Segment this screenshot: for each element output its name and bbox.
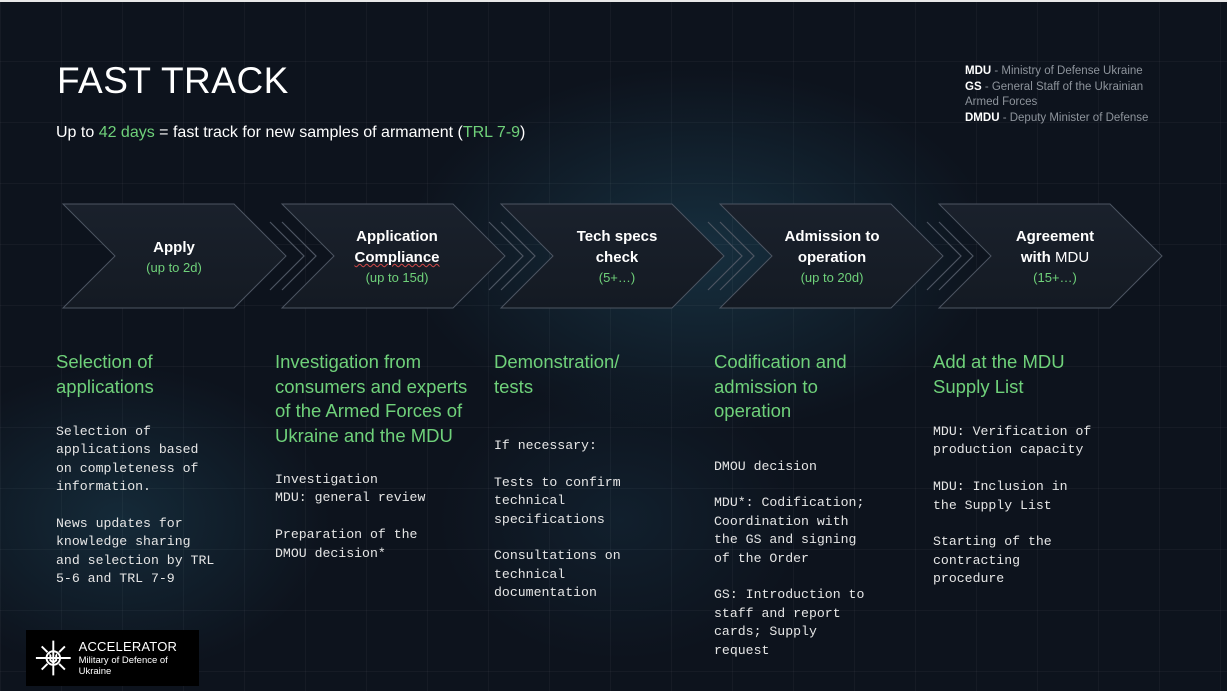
step-title: Application: [356, 228, 438, 245]
chevron-step-2: [280, 203, 506, 309]
subtitle-prefix: Up to: [56, 124, 99, 141]
chevron-step-4: [718, 203, 944, 309]
step-title: Tech specs: [576, 228, 658, 245]
connector-chevron-4a: [926, 221, 962, 291]
connector-chevron-2b: [500, 221, 536, 291]
column-body: Selection of applications based on compl…: [56, 424, 215, 587]
step-title: Apply: [153, 239, 195, 256]
connector-chevron-4b: [938, 221, 974, 291]
subtitle-days: 42 days: [98, 124, 155, 141]
accelerator-logo: ACCELERATOR Military of Defence of Ukrai…: [26, 630, 199, 686]
connector-chevron-1b: [281, 221, 317, 291]
logo-organization: Military of Defence of Ukraine: [78, 655, 168, 677]
step-admission-to-operation: Admission to operation (up to 20d): [757, 226, 907, 285]
step-duration: (15+…): [1033, 270, 1077, 285]
step-title-line2-normal: MDU: [1055, 249, 1090, 266]
step-duration: (up to 20d): [800, 270, 864, 285]
step-title: Agreement: [1015, 228, 1095, 245]
column-demonstration: Demonstration/ tests If necessary: Tests…: [494, 350, 694, 603]
connector-chevron-2a: [488, 221, 524, 291]
page-subtitle: Up to 42 days = fast track for new sampl…: [56, 124, 525, 142]
column-selection: Selection of applications Selection of a…: [56, 350, 256, 589]
column-heading: Codification and admission to operation: [714, 351, 847, 421]
connector-chevron-3a: [707, 221, 743, 291]
logo-name: ACCELERATOR: [78, 639, 178, 654]
column-body: MDU: Verification of production capacity…: [933, 424, 1092, 587]
step-title-line2: check: [595, 249, 639, 266]
chevron-step-5: [937, 203, 1163, 309]
chevron-step-3: [499, 203, 725, 309]
abbreviation-legend: MDU - Ministry of Defense Ukraine GS - G…: [965, 64, 1165, 126]
chevron-step-1: [61, 203, 287, 309]
step-title-line2-bold: with: [1020, 249, 1055, 266]
step-application-compliance: Application Compliance (up to 15d): [322, 226, 472, 285]
connector-chevron-3b: [719, 221, 755, 291]
subtitle-middle: = fast track for new samples of armament…: [154, 124, 463, 141]
column-body: If necessary: Tests to confirm technical…: [494, 438, 621, 601]
subtitle-trl: TRL 7-9: [462, 124, 521, 141]
connector-chevron-1a: [269, 221, 305, 291]
column-body: DMOU decision MDU*: Codification; Coordi…: [714, 458, 865, 658]
step-duration: (5+…): [598, 270, 636, 285]
column-body: Investigation MDU: general review Prepar…: [275, 472, 426, 561]
trident-emblem-icon: [35, 640, 71, 676]
step-duration: (up to 2d): [146, 260, 202, 275]
column-heading: Add at the MDU Supply List: [933, 351, 1065, 397]
step-title-line2: operation: [797, 249, 867, 266]
column-heading: Demonstration/ tests: [494, 351, 620, 397]
step-tech-specs-check: Tech specs check (5+…): [542, 226, 692, 285]
step-apply: Apply (up to 2d): [99, 237, 249, 275]
subtitle-suffix: ): [520, 124, 526, 141]
step-title-line2: Compliance: [354, 249, 440, 266]
legend-item-gs: GS - General Staff of the Ukrainian Arme…: [965, 80, 1144, 109]
step-agreement-with-mdu: Agreement with MDU (15+…): [980, 226, 1130, 285]
step-duration: (up to 15d): [365, 270, 429, 285]
column-heading: Investigation from consumers and experts…: [275, 351, 468, 446]
column-heading: Selection of applications: [56, 351, 154, 397]
column-codification: Codification and admission to operation …: [714, 350, 914, 660]
legend-item-mdu: MDU - Ministry of Defense Ukraine: [965, 65, 1143, 77]
column-investigation: Investigation from consumers and experts…: [275, 350, 475, 563]
step-title: Admission to: [784, 228, 880, 245]
top-border: [0, 0, 1227, 2]
legend-item-dmdu: DMDU - Deputy Minister of Defense: [965, 111, 1149, 124]
page-title: FAST TRACK: [57, 60, 289, 101]
column-supply-list: Add at the MDU Supply List MDU: Verifica…: [933, 350, 1133, 589]
